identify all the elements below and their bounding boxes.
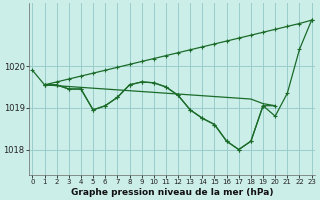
- X-axis label: Graphe pression niveau de la mer (hPa): Graphe pression niveau de la mer (hPa): [71, 188, 273, 197]
